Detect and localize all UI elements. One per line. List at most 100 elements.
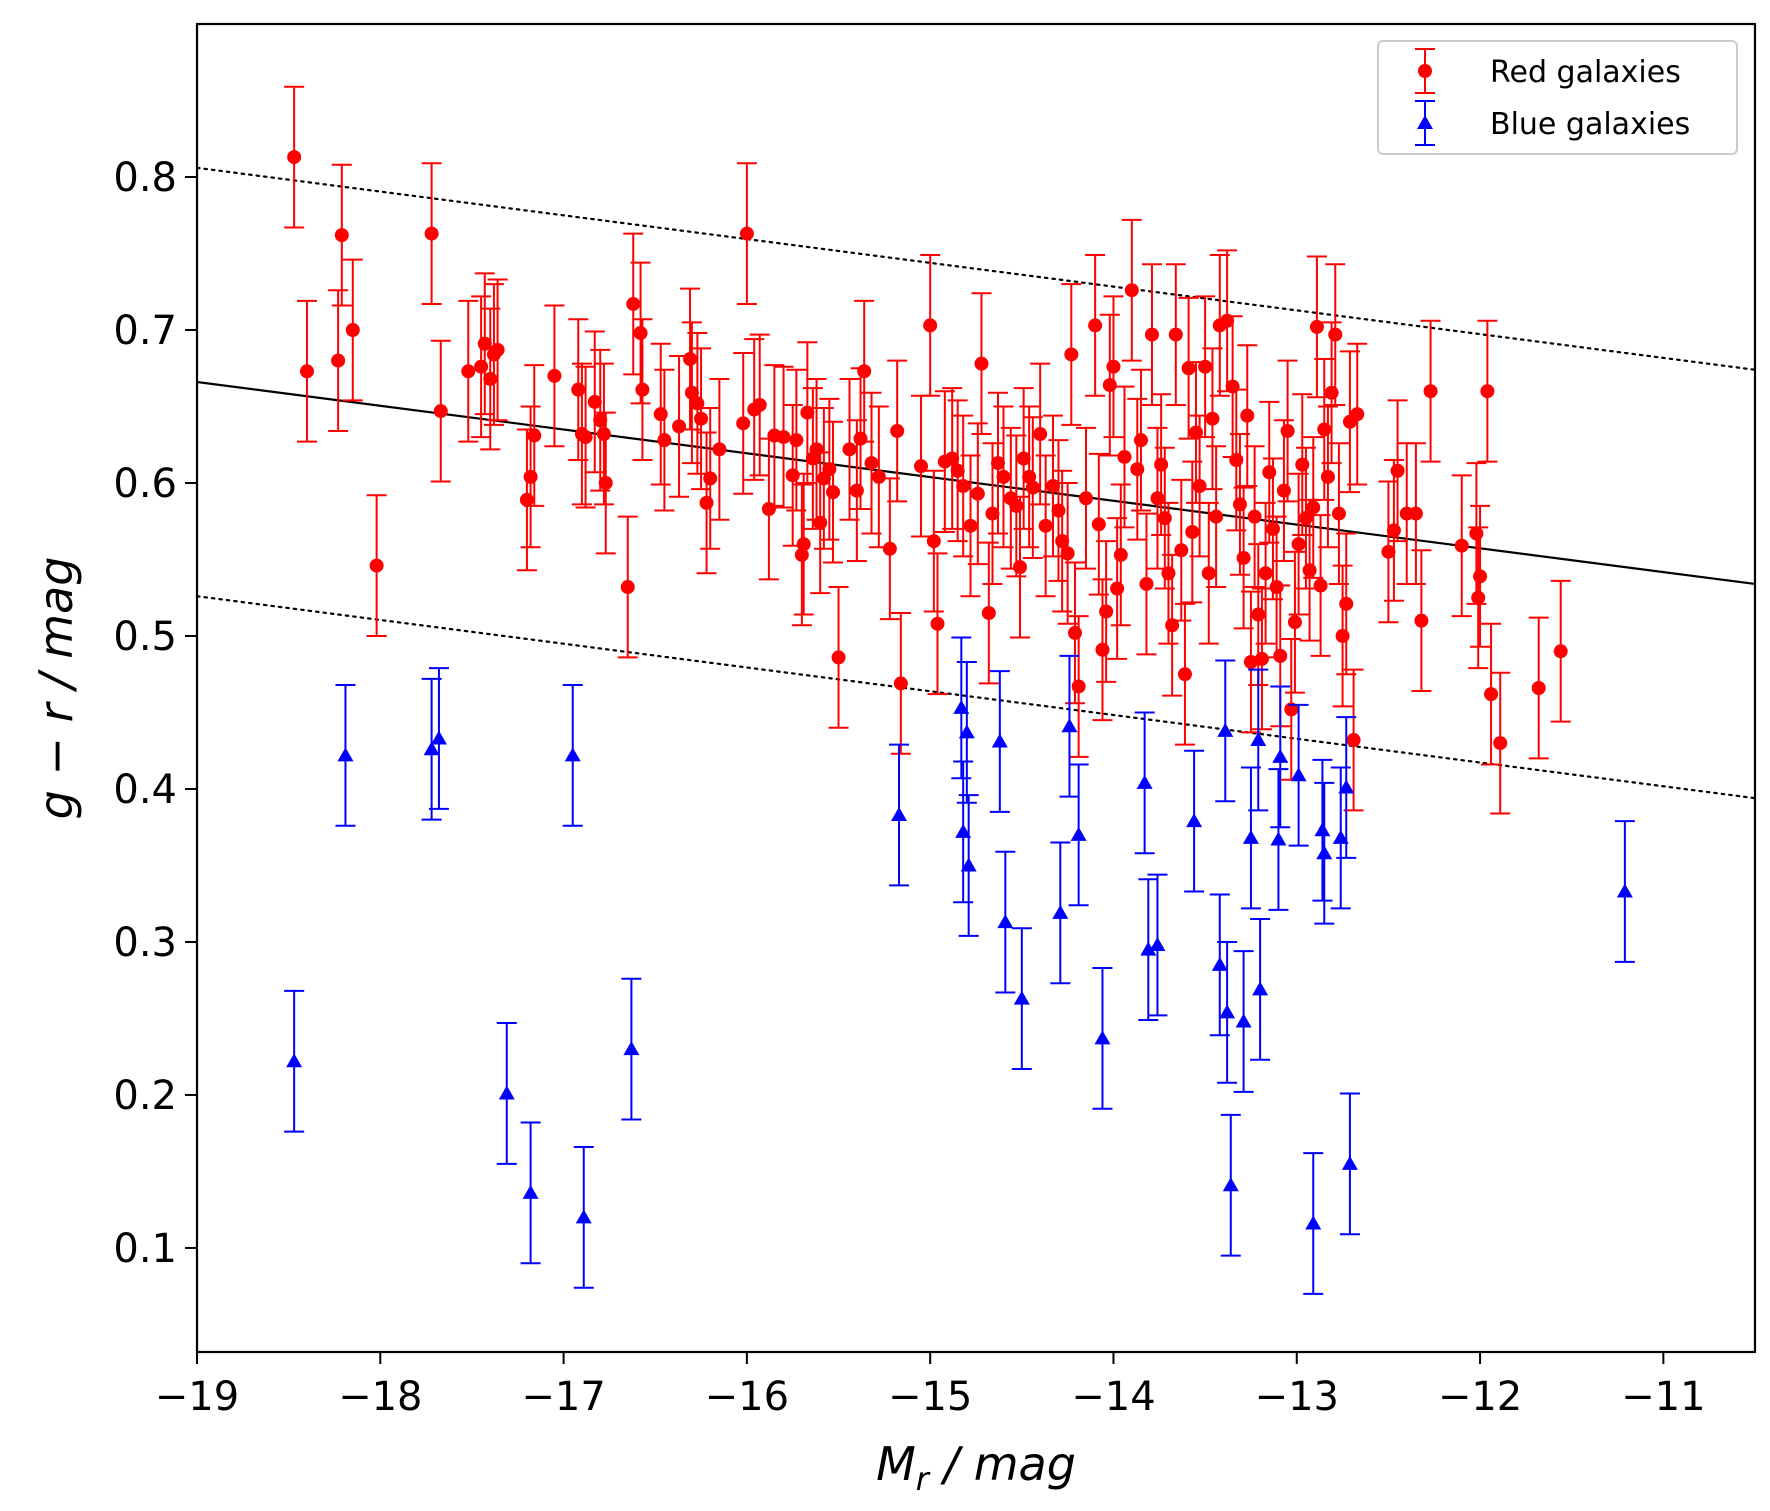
data-point: [1473, 569, 1488, 584]
data-point: [1161, 566, 1176, 581]
data-point: [1088, 318, 1103, 333]
data-point: [945, 451, 960, 466]
data-point: [1251, 607, 1266, 622]
data-point: [683, 352, 698, 367]
data-point: [1346, 733, 1361, 748]
x-tick-label: −13: [1255, 1374, 1339, 1420]
data-point: [287, 150, 302, 165]
data-point: [1144, 327, 1159, 342]
data-point: [657, 433, 672, 448]
data-point: [1291, 537, 1306, 552]
data-point: [1211, 956, 1228, 971]
data-point: [699, 495, 714, 510]
data-point: [1247, 509, 1262, 524]
data-point: [1055, 534, 1070, 549]
data-point: [672, 419, 687, 434]
data-point: [1332, 829, 1349, 844]
data-point: [1174, 543, 1189, 558]
data-point: [1471, 590, 1486, 605]
data-point: [1408, 506, 1423, 521]
data-point: [1205, 411, 1220, 426]
data-point: [1335, 628, 1350, 643]
data-point: [1185, 524, 1200, 539]
data-point: [1284, 702, 1299, 717]
data-point: [1177, 667, 1192, 682]
data-point: [809, 442, 824, 457]
data-point: [789, 433, 804, 448]
data-point: [1154, 457, 1169, 472]
data-point: [1454, 538, 1469, 553]
data-point: [890, 423, 905, 438]
data-point: [369, 558, 384, 573]
data-point: [1136, 774, 1153, 789]
legend-label-blue: Blue galaxies: [1490, 107, 1690, 142]
data-point: [1280, 423, 1295, 438]
y-tick-label: 0.3: [113, 920, 177, 966]
y-tick-label: 0.7: [113, 308, 177, 354]
data-point: [1386, 523, 1401, 538]
data-point: [1324, 385, 1339, 400]
data-point: [1157, 511, 1172, 526]
data-point: [1339, 596, 1354, 611]
data-point: [1287, 615, 1302, 630]
y-tick-label: 0.1: [113, 1226, 177, 1272]
data-point: [1484, 687, 1499, 702]
x-tick-label: −18: [338, 1374, 422, 1420]
data-point: [1331, 506, 1346, 521]
data-point: [857, 364, 872, 379]
data-point: [1113, 547, 1128, 562]
x-axis-label-suffix: / mag: [929, 1437, 1076, 1491]
data-point: [923, 318, 938, 333]
data-point: [1217, 722, 1234, 737]
data-point: [1222, 1177, 1239, 1192]
data-point: [1258, 566, 1273, 581]
data-point: [653, 407, 668, 422]
data-point: [1013, 990, 1030, 1005]
data-point: [776, 430, 791, 445]
data-point: [1149, 937, 1166, 952]
data-point: [1102, 378, 1117, 393]
data-point: [955, 823, 972, 838]
data-point: [963, 518, 978, 533]
data-point: [547, 368, 562, 383]
data-point: [956, 479, 971, 494]
legend-marker-symbol: [1417, 115, 1433, 129]
data-point: [1250, 732, 1267, 747]
x-axis-label-subscript: r: [916, 1460, 931, 1498]
upper-limit-line: [195, 166, 1757, 371]
data-point: [1232, 497, 1247, 512]
data-point: [1320, 469, 1335, 484]
data-point: [1269, 580, 1284, 595]
data-point: [882, 541, 897, 556]
data-point: [974, 356, 989, 371]
data-point: [1295, 457, 1310, 472]
legend-box: [1377, 40, 1738, 155]
data-point: [1270, 831, 1287, 846]
data-point: [1095, 642, 1110, 657]
data-point: [1381, 544, 1396, 559]
y-tick-label: 0.4: [113, 767, 177, 813]
data-point: [785, 468, 800, 483]
data-point: [1254, 651, 1269, 666]
data-point: [893, 676, 908, 691]
data-point: [299, 364, 314, 379]
data-point: [1265, 521, 1280, 536]
data-point: [914, 459, 929, 474]
data-point: [1198, 359, 1213, 374]
data-point: [1390, 463, 1405, 478]
x-tick-label: −17: [521, 1374, 605, 1420]
data-point: [1243, 654, 1258, 669]
data-point: [864, 456, 879, 471]
data-point: [800, 405, 815, 420]
data-point: [1493, 736, 1508, 751]
data-point: [620, 580, 635, 595]
data-point: [1025, 480, 1040, 495]
y-tick-label: 0.2: [113, 1073, 177, 1119]
data-point: [684, 385, 699, 400]
data-point: [703, 471, 718, 486]
data-point: [483, 371, 498, 386]
data-point: [474, 359, 489, 374]
data-point: [1220, 313, 1235, 328]
